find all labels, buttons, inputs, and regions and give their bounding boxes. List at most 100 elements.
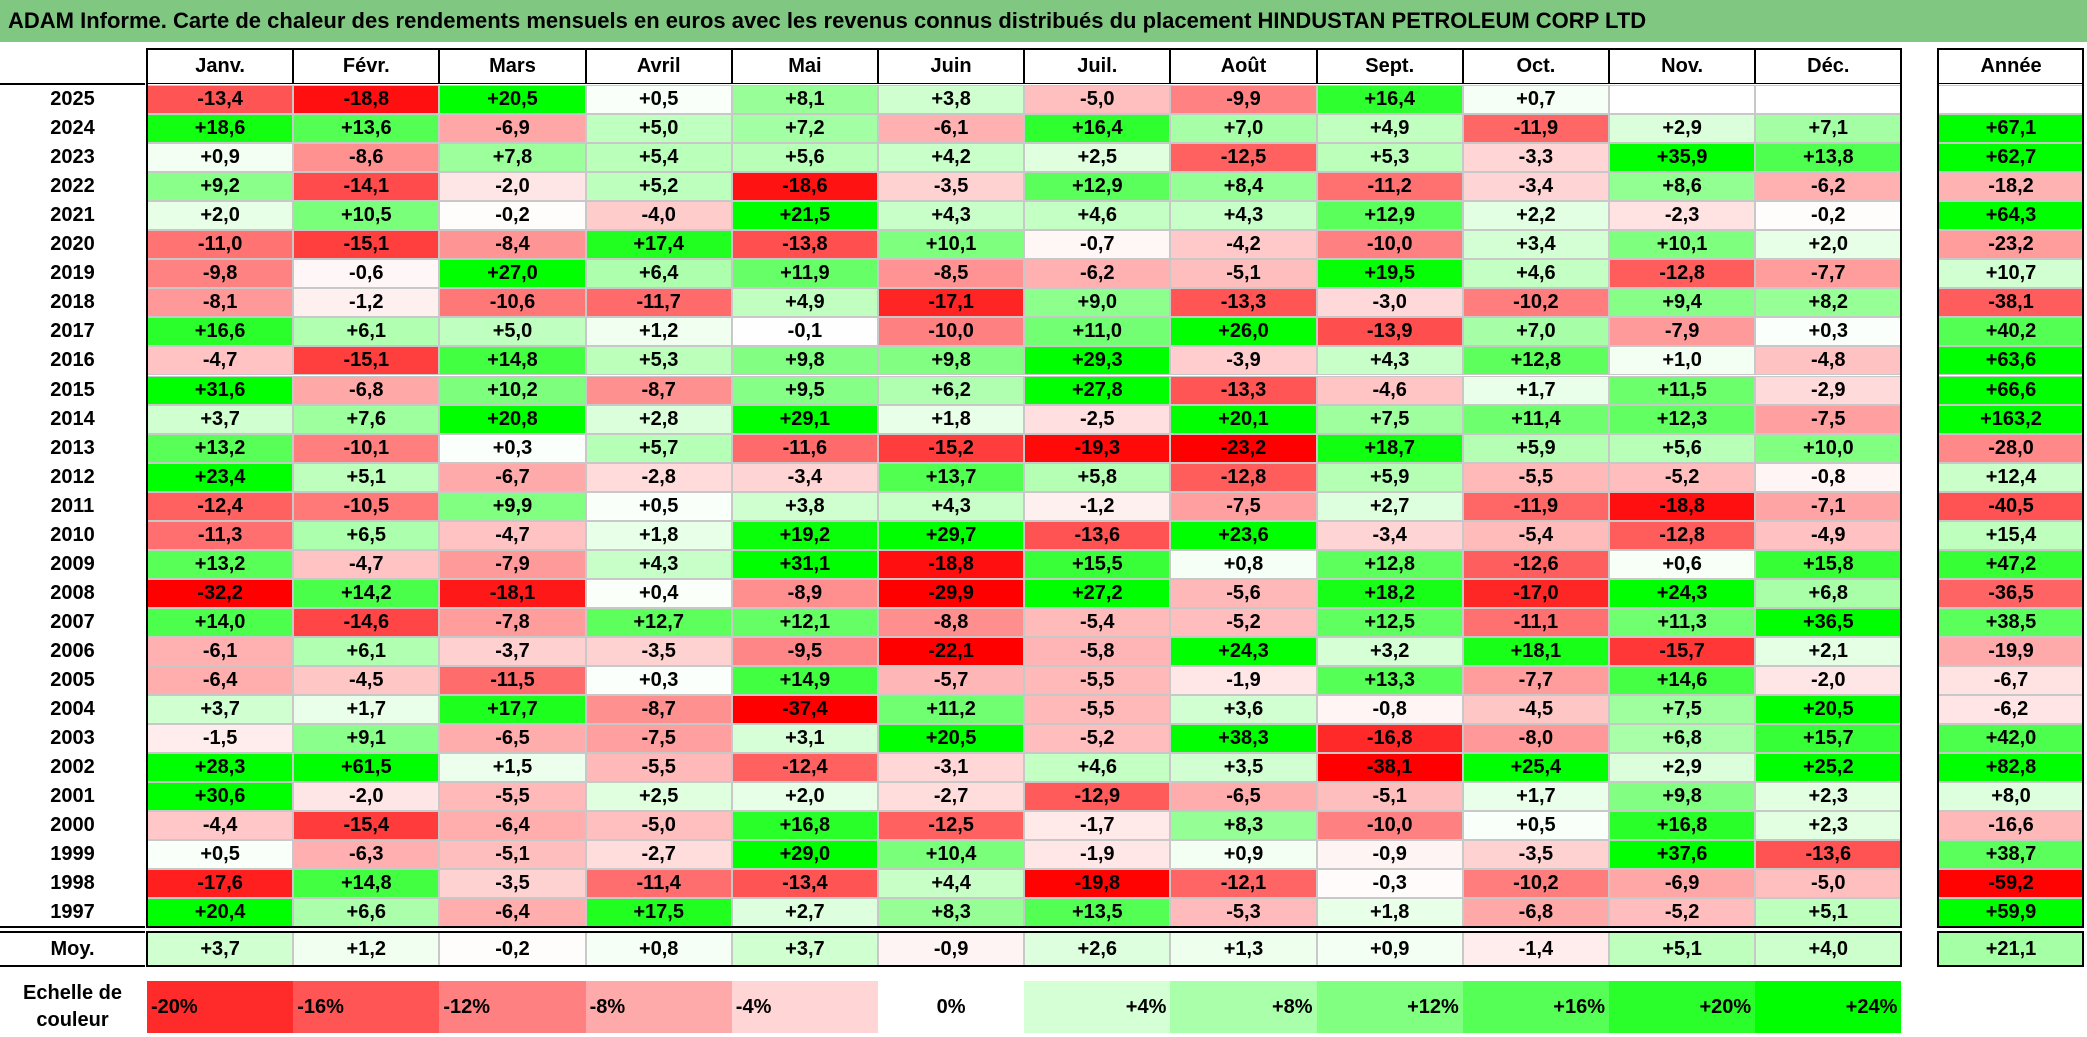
average-cell: +5,1 [1609,931,1756,967]
color-scale-swatch: -12% [439,981,586,1033]
heatmap-cell: +5,1 [1755,898,1902,928]
heatmap-cell: -5,1 [439,840,586,870]
heatmap-cell: +1,8 [878,404,1025,434]
heatmap-cell: +0,4 [585,578,732,608]
heatmap-cell: -6,5 [1170,782,1317,812]
heatmap-cell: -5,1 [1170,259,1317,289]
month-header-12: Déc. [1755,48,1902,84]
heatmap-cell: -5,2 [1170,607,1317,637]
year-total-header: Année [1938,48,2084,84]
heatmap-cell: +13,2 [147,433,294,463]
heatmap-cell: -6,4 [439,898,586,928]
heatmap-cell: -8,5 [878,259,1025,289]
heatmap-cell: -11,0 [147,230,294,260]
annual-cell: -40,5 [1938,491,2084,521]
heatmap-cell: +16,6 [147,317,294,347]
color-scale-label-line2: couleur [36,1009,109,1031]
heatmap-cell: +16,4 [1024,114,1171,144]
heatmap-cell: -14,6 [293,607,440,637]
heatmap-cell: -6,4 [439,811,586,841]
heatmap-cell: -23,2 [1170,433,1317,463]
year-label: 1997 [0,898,145,928]
heatmap-cell: -3,4 [731,462,878,492]
color-scale-swatch: +8% [1170,981,1317,1033]
year-label: 2015 [0,375,145,405]
heatmap-cell: -3,0 [1316,288,1463,318]
heatmap-cell: +23,4 [147,462,294,492]
heatmap-cell: +19,2 [731,520,878,550]
year-label: 2011 [0,491,145,521]
heatmap-cell: -1,2 [1024,491,1171,521]
month-header-11: Nov. [1609,48,1756,84]
heatmap-cell: +12,8 [1316,549,1463,579]
average-cell: -0,9 [878,931,1025,967]
heatmap-cell: +8,2 [1755,288,1902,318]
heatmap-cell: -6,9 [1609,869,1756,899]
year-label: 1998 [0,869,145,899]
year-label: 2005 [0,666,145,696]
average-label-bottom-rule [0,965,145,967]
heatmap-cell: +0,3 [585,666,732,696]
heatmap-cell: -11,1 [1462,607,1609,637]
heatmap-cell: -13,9 [1316,317,1463,347]
heatmap-cell: -2,7 [585,840,732,870]
month-header-2: Févr. [293,48,440,84]
annual-cell: -36,5 [1938,578,2084,608]
heatmap-cell: +5,7 [585,433,732,463]
heatmap-cell: -6,4 [147,666,294,696]
heatmap-cell: -11,7 [585,288,732,318]
month-header-4: Avril [585,48,732,84]
color-scale-swatch: -4% [731,981,878,1033]
heatmap-cell: +28,3 [147,753,294,783]
heatmap-cell: +20,8 [439,404,586,434]
heatmap-cell: -6,1 [878,114,1025,144]
heatmap-cell: +0,3 [439,433,586,463]
heatmap-cell: +2,9 [1609,753,1756,783]
heatmap-cell: -5,0 [1755,869,1902,899]
heatmap-cell: +14,6 [1609,666,1756,696]
heatmap-cell: -0,2 [1755,201,1902,231]
heatmap-cell: -2,7 [878,782,1025,812]
average-cell: +1,3 [1170,931,1317,967]
heatmap-cell: +9,1 [293,724,440,754]
heatmap-cell: +16,8 [1609,811,1756,841]
heatmap-cell: +7,0 [1170,114,1317,144]
heatmap-cell: +11,5 [1609,375,1756,405]
heatmap-cell: -1,9 [1170,666,1317,696]
color-scale-swatch: 0% [878,981,1025,1033]
heatmap-cell: -2,5 [1024,404,1171,434]
year-label: 1999 [0,840,145,870]
annual-cell: +38,7 [1938,840,2084,870]
year-label: 2024 [0,114,145,144]
heatmap-cell: +10,4 [878,840,1025,870]
annual-cell: +42,0 [1938,724,2084,754]
month-header-5: Mai [731,48,878,84]
heatmap-cell [1755,85,1902,115]
heatmap-cell: -10,0 [1316,811,1463,841]
heatmap-cell: -2,0 [439,172,586,202]
heatmap-cell: -5,1 [1316,782,1463,812]
month-header-1: Janv. [147,48,294,84]
heatmap-cell: -17,1 [878,288,1025,318]
heatmap-cell: +27,0 [439,259,586,289]
heatmap-cell: +0,5 [147,840,294,870]
heatmap-cell: +12,1 [731,607,878,637]
heatmap-cell: +3,7 [147,695,294,725]
heatmap-cell: +2,1 [1755,636,1902,666]
annual-cell: +67,1 [1938,114,2084,144]
heatmap-cell: +29,1 [731,404,878,434]
heatmap-cell: -32,2 [147,578,294,608]
heatmap-cell: +11,3 [1609,607,1756,637]
annual-cell: +163,2 [1938,404,2084,434]
heatmap-cell: +5,6 [1609,433,1756,463]
heatmap-cell: -5,5 [1024,695,1171,725]
heatmap-cell: -1,5 [147,724,294,754]
heatmap-cell: -12,4 [731,753,878,783]
heatmap-cell: +11,4 [1462,404,1609,434]
heatmap-cell: -5,8 [1024,636,1171,666]
heatmap-cell: -8,8 [878,607,1025,637]
heatmap-cell: -3,5 [585,636,732,666]
year-label: 2019 [0,259,145,289]
year-label: 2006 [0,636,145,666]
heatmap-cell: +17,5 [585,898,732,928]
